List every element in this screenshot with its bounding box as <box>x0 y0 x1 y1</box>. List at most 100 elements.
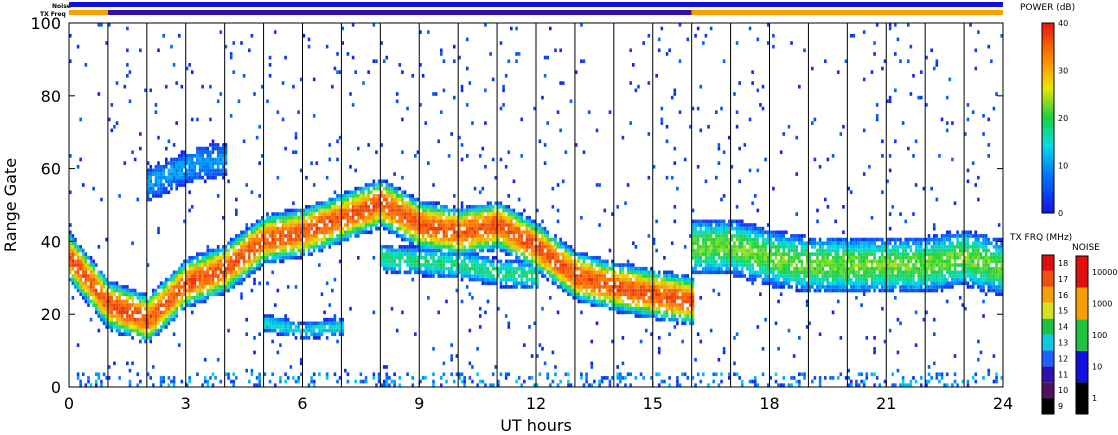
heat-cell <box>478 245 482 249</box>
heat-cell <box>691 277 695 282</box>
heat-cell <box>621 303 625 307</box>
heat-cell <box>574 259 578 264</box>
heat-cell <box>388 252 391 256</box>
heat-cell <box>172 310 176 315</box>
heat-cell <box>299 237 303 242</box>
heat-cell <box>159 175 163 180</box>
heat-cell <box>530 354 534 358</box>
heat-cell <box>707 383 710 387</box>
heat-cell <box>548 255 552 260</box>
heat-cell <box>484 237 487 242</box>
heat-cell <box>312 245 316 249</box>
heat-cell <box>429 252 433 256</box>
heat-cell <box>777 274 780 278</box>
heat-cell <box>307 44 311 49</box>
heat-cell <box>548 245 552 249</box>
heat-cell <box>198 161 202 165</box>
heat-cell <box>510 219 513 224</box>
heat-cell <box>403 226 407 231</box>
heat-cell <box>499 285 503 289</box>
heat-cell <box>310 241 313 246</box>
heat-cell <box>761 234 765 238</box>
heat-cell <box>74 263 77 267</box>
heat-cell <box>375 59 378 64</box>
heat-cell <box>292 215 295 220</box>
heat-cell <box>401 223 404 227</box>
heat-cell <box>248 248 251 253</box>
heat-cell <box>766 252 770 256</box>
heat-cell <box>398 223 402 227</box>
heat-cell <box>315 219 319 224</box>
heat-cell <box>559 285 562 289</box>
heat-cell <box>590 292 594 296</box>
heat-cell <box>84 383 88 387</box>
heat-cell <box>722 346 726 351</box>
heat-cell <box>395 197 399 202</box>
heat-cell <box>489 230 492 235</box>
heat-cell <box>76 245 80 249</box>
heat-cell <box>502 245 505 249</box>
heat-cell <box>722 270 726 275</box>
heat-cell <box>128 303 132 307</box>
heat-cell <box>128 288 132 293</box>
heat-cell <box>214 248 217 253</box>
heat-cell <box>126 306 129 311</box>
heat-cell <box>175 310 178 315</box>
heat-cell <box>512 234 516 238</box>
heat-cell <box>224 252 228 256</box>
heat-cell <box>136 306 140 311</box>
heat-cell <box>260 263 264 267</box>
heat-cell <box>637 299 640 304</box>
heat-cell <box>515 270 518 275</box>
heat-cell <box>107 325 111 329</box>
heat-cell <box>146 332 150 337</box>
heat-cell <box>299 332 303 337</box>
heat-cell <box>401 205 404 209</box>
heat-cell <box>237 234 241 238</box>
heat-cell <box>533 230 537 235</box>
heat-cell <box>696 270 700 275</box>
heat-cell <box>650 332 653 337</box>
heat-cell <box>79 248 82 253</box>
heat-cell <box>250 190 254 195</box>
heat-cell <box>377 205 381 209</box>
heat-cell <box>673 306 677 311</box>
heat-cell <box>260 226 264 231</box>
heat-cell <box>97 303 101 307</box>
heat-cell <box>159 190 163 195</box>
heat-cell <box>325 215 329 220</box>
heat-cell <box>222 245 225 249</box>
heat-cell <box>525 274 529 278</box>
heat-cell <box>432 234 435 238</box>
heat-cell <box>520 245 524 249</box>
heat-cell <box>214 259 217 264</box>
heat-cell <box>440 255 443 260</box>
heat-cell <box>232 379 236 384</box>
heat-cell <box>177 299 181 304</box>
heat-cell <box>738 179 741 184</box>
heat-cell <box>473 237 477 242</box>
heat-cell <box>489 215 492 220</box>
heat-cell <box>476 270 479 275</box>
heat-cell <box>185 270 189 275</box>
heat-cell <box>312 336 316 340</box>
heat-cell <box>590 339 594 344</box>
heat-cell <box>209 150 212 155</box>
heat-cell <box>89 259 93 264</box>
heat-cell <box>512 245 516 249</box>
heat-cell <box>476 346 479 351</box>
heat-cell <box>556 259 560 264</box>
heat-cell <box>128 332 132 337</box>
heat-cell <box>463 252 466 256</box>
heat-cell <box>497 230 500 235</box>
heat-cell <box>452 223 456 227</box>
heat-cell <box>626 263 630 267</box>
heat-cell <box>722 241 726 246</box>
heat-cell <box>631 292 635 296</box>
heat-cell <box>779 292 783 296</box>
heat-cell <box>157 161 160 165</box>
heat-cell <box>180 161 184 165</box>
heat-cell <box>455 259 459 264</box>
heat-cell <box>89 270 93 275</box>
heat-cell <box>499 226 503 231</box>
